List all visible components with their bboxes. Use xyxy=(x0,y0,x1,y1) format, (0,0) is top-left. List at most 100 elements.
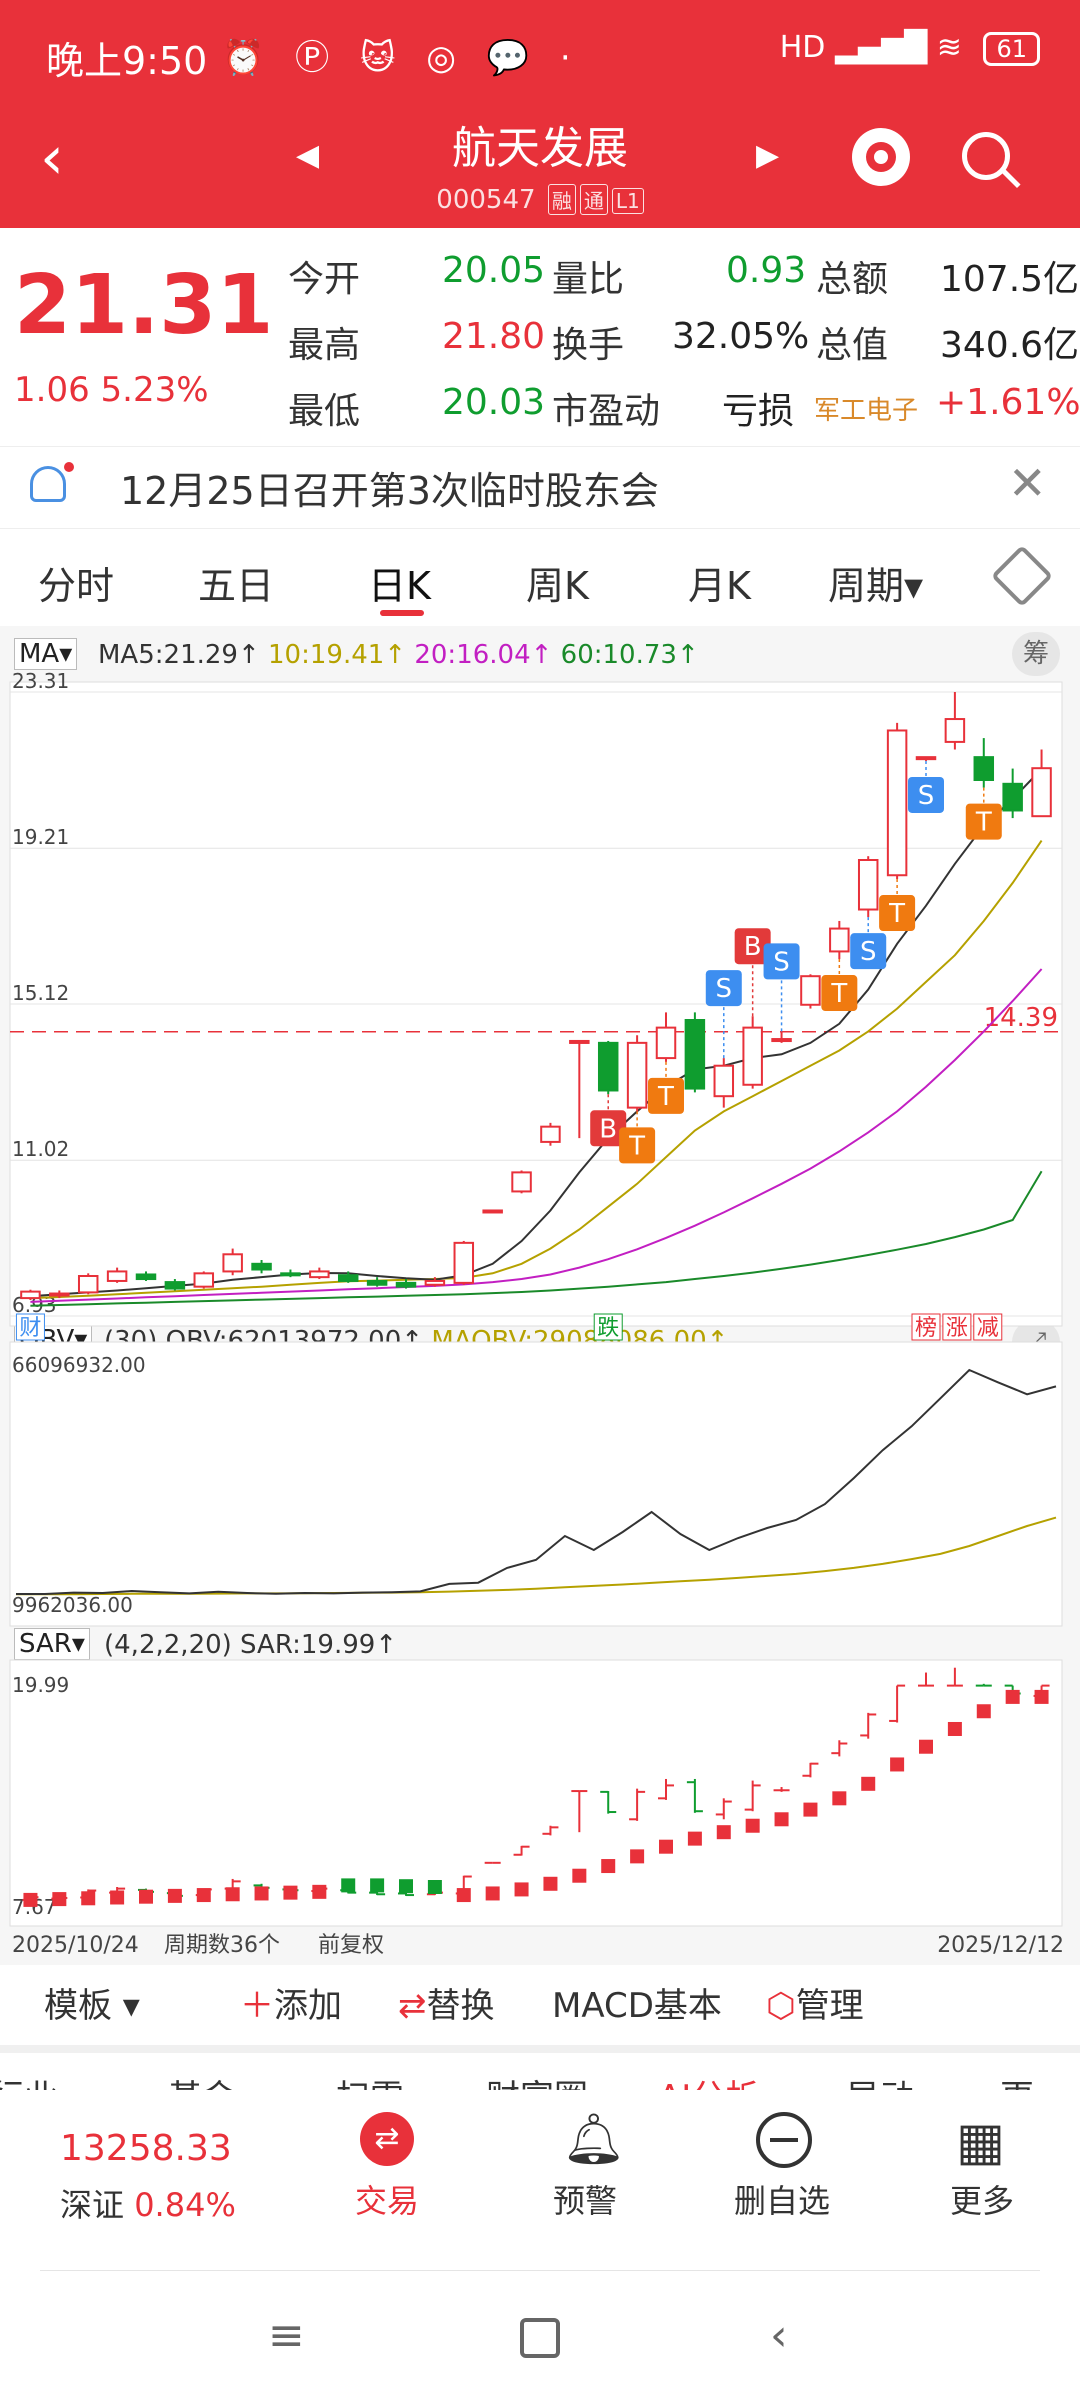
macd-button[interactable]: MACD基本 xyxy=(552,1986,722,2026)
signal-label: T xyxy=(830,979,847,1009)
bell-icon xyxy=(30,466,66,502)
signal-badge xyxy=(879,895,916,932)
value-pe: 亏损 xyxy=(722,391,795,432)
subtab-more[interactable]: 更 xyxy=(1000,2070,1034,2090)
event-tag-box xyxy=(593,1313,623,1341)
system-back-icon[interactable]: ‹ xyxy=(770,2310,788,2361)
next-stock-icon[interactable]: ▶ xyxy=(756,138,780,173)
back-chevron-icon[interactable]: ‹ xyxy=(40,123,64,193)
manage-button[interactable]: ⬡管理 xyxy=(766,1986,864,2026)
candle-body xyxy=(309,1270,330,1279)
candle-body xyxy=(453,1241,475,1284)
ma-selector[interactable]: MA▾ xyxy=(14,638,78,670)
kline-chart[interactable]: 23.3119.2115.1211.026.9314.39BTTSBSTSTST… xyxy=(0,626,1080,1966)
label-sector[interactable]: 军工电子 xyxy=(814,396,919,426)
signal-badge xyxy=(734,928,771,965)
subtab-wealth[interactable]: 财富圈 xyxy=(486,2070,588,2090)
sar-dot xyxy=(254,1886,269,1901)
event-tag: 减 xyxy=(977,1316,999,1341)
tag-level: L1 xyxy=(611,188,644,214)
sar-dot xyxy=(427,1880,442,1895)
index-value[interactable]: 13258.33 xyxy=(60,2128,232,2169)
chip-button[interactable]: 筹 xyxy=(1012,632,1060,676)
label-turnover-amount: 总额 xyxy=(816,259,889,300)
sub-tabs-clip: 行业 基金 扫雷 财富圈 AI分析 异动 更 xyxy=(0,2056,1080,2090)
value-open: 20.05 xyxy=(442,250,546,291)
signal-label: S xyxy=(773,947,790,977)
subtab-mine[interactable]: 扫雷 xyxy=(336,2070,404,2090)
event-tag: 榜 xyxy=(915,1316,937,1341)
sar-dot xyxy=(687,1831,702,1846)
tab-weekly-k[interactable]: 周K xyxy=(526,564,589,608)
candle-body xyxy=(857,859,879,911)
signal-badge xyxy=(965,803,1002,840)
system-menu-icon[interactable]: ≡ xyxy=(268,2310,305,2361)
candle-body xyxy=(106,1270,128,1282)
sar-dot xyxy=(890,1757,905,1772)
notice-bar[interactable] xyxy=(0,446,1080,527)
replace-button[interactable]: ⇄替换 xyxy=(398,1986,495,2026)
nav-remove-watch[interactable]: 删自选 xyxy=(733,2182,830,2220)
stock-subtitle: 000547 融通 L1 xyxy=(0,184,1080,215)
tab-monthly-k[interactable]: 月K xyxy=(688,564,751,608)
signal-label: B xyxy=(599,1114,617,1144)
sar-tick-top: 19.99 xyxy=(12,1673,69,1697)
value-sector-change[interactable]: +1.61% xyxy=(936,382,1080,423)
sar-dot xyxy=(456,1888,471,1903)
subtab-ai[interactable]: AI分析 xyxy=(658,2070,759,2090)
obv-tick-top: 66096932.00 xyxy=(12,1353,146,1377)
search-icon[interactable] xyxy=(962,132,1010,180)
bell-alert-icon[interactable]: 🔔︎ xyxy=(562,2110,626,2168)
top-header: 晚上9:50 ⏰ Ⓟ 🐱 ◎ 💬 · HD ▂▄▆█ ≋ 61 ‹ ◀ ▶ 航天… xyxy=(0,0,1080,228)
prev-stock-icon[interactable]: ◀ xyxy=(296,138,320,173)
subtab-movement[interactable]: 异动 xyxy=(846,2070,914,2090)
tab-period[interactable]: 周期▾ xyxy=(828,564,924,608)
ma60-line xyxy=(30,1170,1043,1307)
nav-trade[interactable]: 交易 xyxy=(354,2182,419,2220)
tab-five-day[interactable]: 五日 xyxy=(198,564,275,608)
tab-daily-k[interactable]: 日K xyxy=(368,564,431,608)
signal-badge xyxy=(590,1110,627,1147)
signal-label: S xyxy=(860,937,877,967)
sub-tabs xyxy=(0,2045,1080,2097)
sar-dot xyxy=(110,1890,125,1905)
nav-more[interactable]: 更多 xyxy=(949,2182,1014,2220)
notice-text[interactable]: 12月25日召开第3次临时股东会 xyxy=(120,469,659,513)
grid-icon[interactable]: ▦ xyxy=(956,2112,1006,2172)
stock-title: 航天发展 xyxy=(452,123,628,174)
candle-body xyxy=(511,1171,532,1193)
sar-dot xyxy=(601,1859,616,1874)
sar-dot xyxy=(919,1739,933,1754)
sar-dot xyxy=(167,1888,182,1903)
index-info[interactable]: 深证 0.84% xyxy=(60,2180,236,2226)
ma-legend: MA5:21.29↑ 10:19.41↑ 20:16.04↑ 60:10.73↑ xyxy=(98,640,699,670)
obv-line xyxy=(16,1368,1057,1595)
mascot-icon[interactable] xyxy=(852,128,910,186)
sar-selector[interactable]: SAR▾ xyxy=(14,1628,90,1660)
value-volume-ratio: 0.93 xyxy=(726,250,807,291)
close-icon[interactable]: ✕ xyxy=(1008,456,1047,510)
nav-alert[interactable]: 预警 xyxy=(552,2182,617,2220)
subtab-fund[interactable]: 基金 xyxy=(168,2070,236,2090)
system-home-icon[interactable] xyxy=(520,2318,560,2358)
candle-body xyxy=(713,1064,735,1098)
trade-icon[interactable]: ⇄ xyxy=(360,2112,414,2166)
sar-panel-frame xyxy=(9,1659,1063,1927)
signal-badge xyxy=(850,933,887,970)
event-tag-box xyxy=(942,1313,972,1341)
candle-body xyxy=(280,1272,301,1277)
candle-body xyxy=(424,1279,446,1286)
signal-wifi-icon: HD ▂▄▆█ ≋ xyxy=(779,30,962,65)
add-button[interactable]: ＋添加 xyxy=(240,1986,342,2026)
period-count: 周期数36个 xyxy=(164,1933,280,1958)
template-button[interactable]: 模板 ▾ xyxy=(44,1986,140,2026)
sar-dot xyxy=(23,1892,38,1907)
sar-dot xyxy=(1005,1689,1020,1704)
signal-label: T xyxy=(657,1082,674,1112)
subtab-industry[interactable]: 行业 xyxy=(0,2070,58,2090)
sar-dot xyxy=(514,1882,529,1897)
nav-divider xyxy=(40,2270,1040,2271)
adjust-type: 前复权 xyxy=(318,1933,384,1958)
tab-intraday[interactable]: 分时 xyxy=(38,564,115,608)
remove-watch-icon[interactable] xyxy=(756,2112,812,2168)
